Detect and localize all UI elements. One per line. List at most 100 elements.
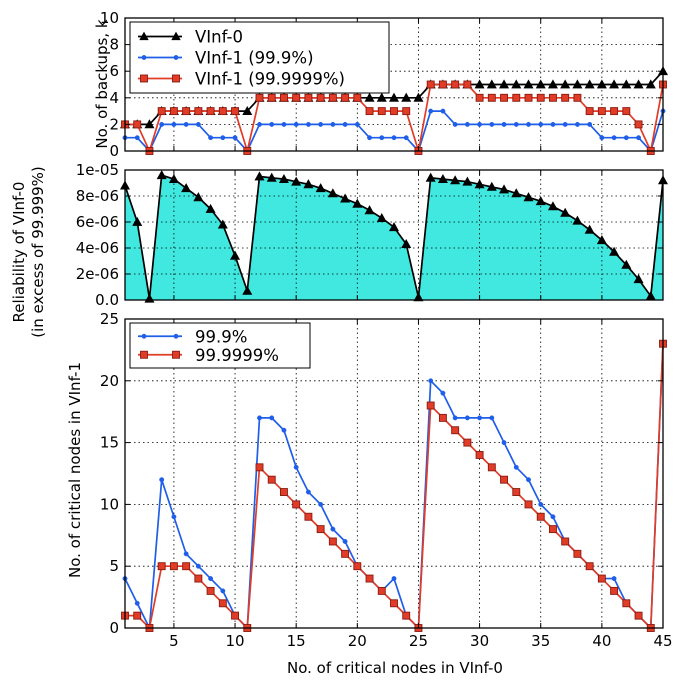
data-point — [391, 576, 397, 582]
data-point — [159, 477, 165, 483]
y-tick-label: 15 — [100, 434, 119, 452]
y-tick-label: 1e-05 — [76, 161, 119, 179]
data-point — [171, 121, 177, 127]
data-point — [511, 188, 522, 198]
data-point — [255, 93, 264, 102]
data-point — [376, 212, 387, 222]
data-point — [634, 611, 643, 620]
legend-marker — [173, 333, 179, 339]
reliability-ticks: 0.0 2e-06 4e-06 6e-06 8e-06 1e-05 — [76, 161, 664, 309]
data-point — [512, 488, 521, 496]
legend-label: 99.9999% — [195, 346, 279, 365]
legend-marker — [141, 55, 147, 60]
data-point — [354, 121, 360, 127]
reliability-y-axis-label-line2: (in excess of 99.999%) — [29, 166, 47, 338]
series-line — [125, 110, 664, 152]
data-point — [401, 238, 412, 248]
data-point — [486, 79, 497, 89]
data-point — [549, 525, 557, 534]
y-tick-label: 6 — [109, 62, 119, 80]
legend-box — [129, 322, 311, 369]
data-point — [561, 537, 570, 546]
data-point — [536, 512, 545, 521]
data-point — [388, 222, 400, 232]
data-point — [266, 172, 277, 182]
data-point — [257, 121, 262, 127]
data-point — [437, 173, 448, 183]
data-point — [584, 224, 595, 234]
data-point — [182, 562, 191, 571]
backups-y-axis-label: No. of backups, k — [93, 19, 111, 148]
data-point — [535, 196, 546, 206]
data-point — [623, 135, 629, 141]
data-point — [291, 176, 302, 186]
legend-marker — [141, 333, 147, 339]
x-tick-label: 20 — [348, 632, 367, 650]
y-tick-label: 10 — [100, 9, 119, 27]
data-point — [425, 172, 436, 182]
data-point — [572, 215, 583, 225]
data-point — [365, 107, 374, 116]
data-point — [257, 415, 262, 421]
data-point — [328, 537, 337, 546]
data-point — [278, 173, 289, 183]
data-point — [463, 80, 472, 89]
data-point — [292, 93, 301, 102]
data-point — [195, 121, 201, 127]
data-point — [206, 586, 215, 595]
data-point — [573, 93, 582, 102]
data-point — [281, 427, 287, 433]
data-point — [428, 378, 434, 384]
data-point — [342, 121, 348, 127]
data-point — [267, 475, 276, 484]
data-point — [133, 611, 142, 620]
x-tick-label: 35 — [531, 632, 550, 650]
y-tick-label: 5 — [109, 557, 119, 575]
data-point — [327, 188, 338, 198]
data-point — [513, 464, 519, 470]
data-point — [315, 183, 326, 193]
data-point — [206, 107, 215, 116]
legend-marker — [171, 31, 181, 41]
data-point — [171, 514, 177, 520]
data-point — [232, 135, 238, 141]
y-tick-label: 8 — [109, 36, 119, 54]
data-point — [157, 107, 166, 116]
data-point — [489, 415, 495, 421]
data-point — [597, 574, 606, 583]
data-point — [318, 501, 324, 507]
data-point — [549, 93, 557, 102]
data-point — [157, 562, 166, 571]
x-tick-label: 40 — [592, 632, 611, 650]
reliability-plot-frame — [124, 169, 664, 301]
data-point — [401, 92, 412, 102]
data-point — [526, 477, 531, 483]
data-point — [538, 501, 544, 507]
data-point — [547, 201, 558, 211]
data-point — [597, 107, 606, 116]
data-point — [330, 121, 336, 127]
data-point — [499, 184, 510, 194]
critical-nodes-panel: 0 5 10 15 20 25 5 10 15 20 25 30 35 40 45 No. of criti… — [66, 310, 673, 677]
data-point — [134, 600, 140, 606]
y-tick-label: 2e-06 — [76, 265, 119, 283]
data-point — [255, 463, 264, 472]
data-point — [574, 121, 580, 127]
data-point — [304, 512, 313, 521]
data-point — [477, 121, 483, 127]
data-point — [440, 108, 446, 114]
data-point — [364, 205, 375, 215]
critical-nodes-y-axis-label: No. of critical nodes in VInf-1 — [66, 362, 84, 578]
data-point — [585, 107, 594, 116]
data-point — [208, 576, 214, 582]
data-point — [451, 426, 460, 435]
data-point — [526, 121, 531, 127]
y-tick-label: 0.0 — [95, 291, 119, 309]
data-point — [486, 181, 497, 191]
data-point — [426, 80, 435, 89]
data-point — [269, 121, 275, 127]
data-point — [280, 93, 288, 102]
legend-label: VInf-1 (99.9999%) — [195, 70, 345, 89]
legend-marker — [140, 74, 148, 83]
